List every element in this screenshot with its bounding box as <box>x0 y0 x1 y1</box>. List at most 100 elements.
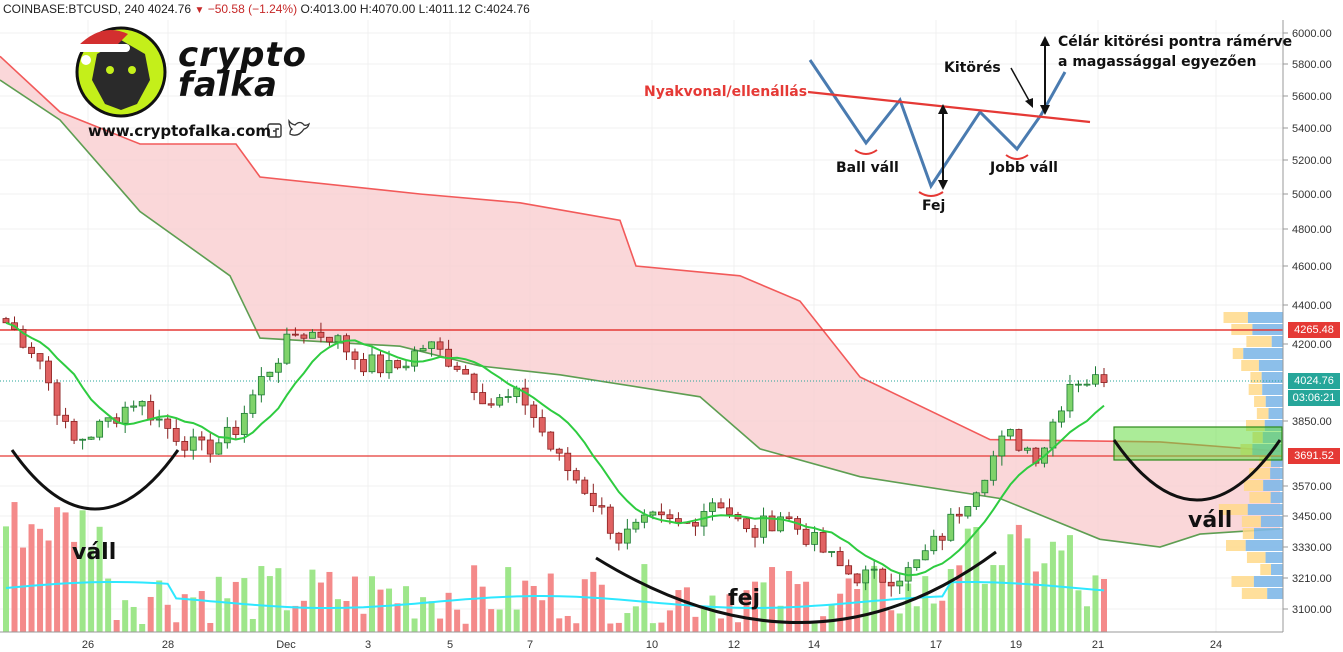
profile-bar-buy <box>1270 492 1283 503</box>
candle-down <box>751 528 759 538</box>
candle-up <box>274 362 282 373</box>
volume-bar <box>326 571 333 632</box>
candle-down <box>538 417 546 433</box>
candle-up <box>334 335 342 343</box>
volume-bar <box>1041 563 1048 632</box>
candle-up <box>981 479 989 494</box>
x-tick-label: 12 <box>728 639 740 651</box>
volume-bar <box>351 576 358 632</box>
volume-bar <box>96 526 103 632</box>
volume-bar <box>420 597 427 632</box>
y-tick-label: 5200.00 <box>1292 155 1332 167</box>
candle-down <box>453 365 461 370</box>
volume-bar <box>258 566 265 632</box>
candle-down <box>521 387 529 406</box>
volume-bar <box>207 622 214 632</box>
volume-bar <box>769 567 776 632</box>
volume-bar <box>292 605 299 632</box>
volume-bar <box>1092 575 1099 632</box>
profile-bar-buy <box>1263 480 1283 491</box>
volume-bar <box>871 565 878 632</box>
candle-up <box>913 559 921 569</box>
candle-up <box>709 502 716 512</box>
volume-bar <box>275 568 282 632</box>
candle-down <box>300 334 308 339</box>
profile-bar-buy <box>1268 408 1283 419</box>
profile-bar-buy <box>1258 360 1283 371</box>
profile-bar-sell <box>1243 480 1264 491</box>
last-price: 4024.76 <box>147 2 192 16</box>
y-tick-label: 4600.00 <box>1292 261 1332 273</box>
volume-bar <box>573 623 580 632</box>
time-axis: 26 28 Dec 3 5 7 10 12 14 17 19 21 24 <box>82 639 1222 651</box>
volume-bars <box>3 502 1107 632</box>
candle-up <box>964 506 972 517</box>
volume-bar <box>709 595 716 632</box>
y-tick-label: 5400.00 <box>1292 123 1332 135</box>
profile-bar-buy <box>1271 564 1283 575</box>
cloud-span-b <box>0 79 1281 548</box>
volume-bar <box>437 618 444 632</box>
volume-bar <box>1032 571 1039 632</box>
right-shoulder-diagram-label: Jobb váll <box>990 160 1058 176</box>
x-tick-label: 24 <box>1210 639 1222 651</box>
candle-down <box>1015 429 1023 451</box>
volume-bar <box>888 610 895 632</box>
volume-bar <box>369 576 375 632</box>
profile-bar-sell <box>1245 420 1265 431</box>
volume-bar <box>590 571 597 632</box>
profile-bar-buy <box>1247 504 1283 515</box>
profile-bar-sell <box>1250 372 1262 383</box>
volume-bar <box>862 577 869 632</box>
volume-bar <box>922 576 929 632</box>
candle-up <box>870 568 878 571</box>
volume-bar <box>930 603 937 632</box>
candle-down <box>317 331 325 338</box>
candle-down <box>206 439 214 455</box>
volume-bar <box>845 578 852 632</box>
volume-bar <box>939 600 946 632</box>
profile-bar-sell <box>1249 468 1271 479</box>
candle-down <box>470 373 478 393</box>
neckline-label: Nyakvonal/ellenállás <box>644 84 808 100</box>
volume-bar <box>1066 535 1073 632</box>
chart-header: COINBASE:BTCUSD, 240 4024.76 ▼ −50.58 (−… <box>3 2 530 16</box>
open-label: O: <box>300 2 314 16</box>
logo-icon <box>74 26 167 118</box>
volume-bar <box>3 526 9 632</box>
candle-down <box>743 518 750 530</box>
volume-bar <box>45 540 52 632</box>
volume-bar <box>139 623 146 632</box>
profile-bar-buy <box>1265 552 1283 563</box>
candle-down <box>164 418 172 429</box>
y-tick-label: 3210.00 <box>1292 573 1332 585</box>
candle-down <box>845 565 853 575</box>
volume-bar <box>479 586 486 632</box>
volume-bar <box>147 596 154 632</box>
volume-bar <box>496 609 503 632</box>
volume-bar <box>130 606 137 632</box>
candle-up <box>428 341 435 349</box>
profile-bar-sell <box>1241 360 1259 371</box>
profile-bar-sell <box>1242 528 1255 539</box>
candle-up <box>1049 421 1057 449</box>
candle-up <box>309 331 316 339</box>
candlesticks <box>2 316 1108 597</box>
candle-down <box>955 513 963 517</box>
facebook-icon[interactable] <box>267 123 282 138</box>
volume-bar <box>505 567 512 632</box>
candle-down <box>717 502 725 509</box>
candle-up <box>1023 447 1031 451</box>
volume-bar <box>198 591 205 632</box>
head-diagram-label: Fej <box>922 198 946 214</box>
target-label-line2: a magassággal egyezően <box>1058 54 1257 70</box>
high-label: H: <box>359 2 372 16</box>
volume-bar <box>445 592 452 632</box>
candle-up <box>283 333 291 364</box>
website-link[interactable]: www.cryptofalka.com <box>88 122 272 140</box>
twitter-icon[interactable] <box>288 118 311 136</box>
brand-logo-text: crypto falka <box>178 35 308 105</box>
candle-up <box>130 405 138 408</box>
price-change: −50.58 (−1.24%) <box>207 2 298 16</box>
candle-up <box>649 511 657 516</box>
